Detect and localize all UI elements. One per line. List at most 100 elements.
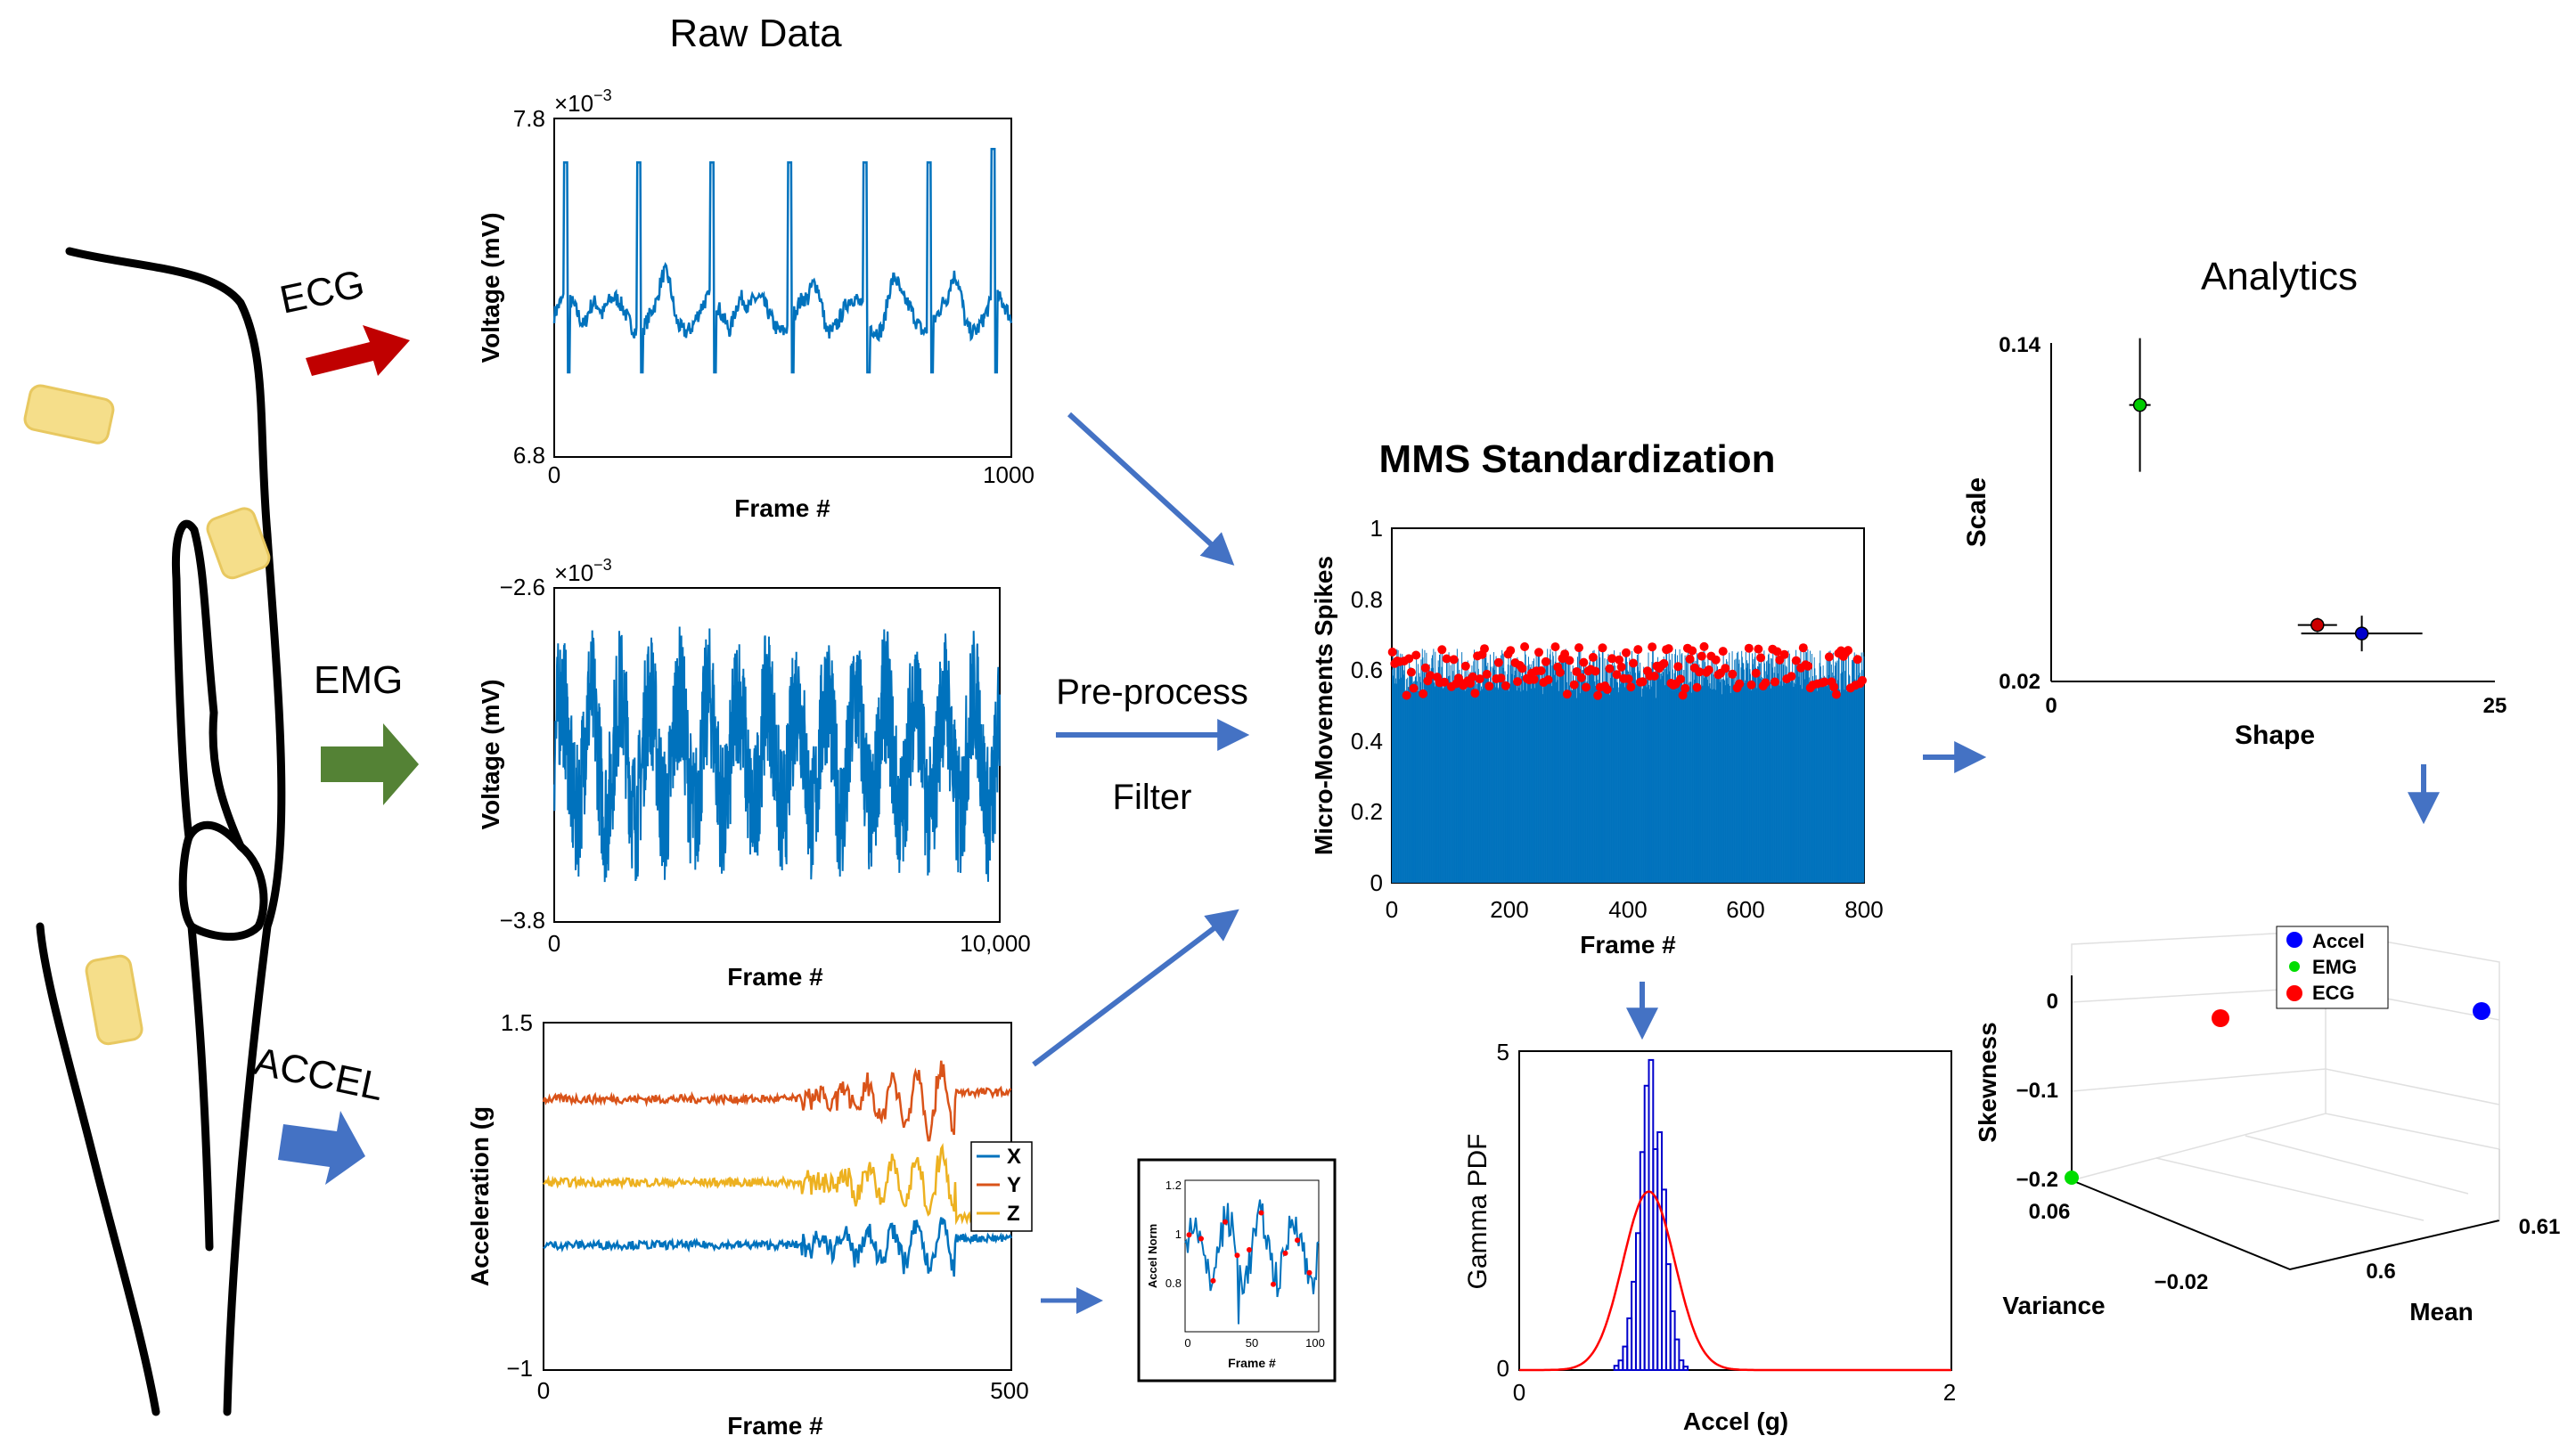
mms-bar	[1534, 678, 1536, 883]
mms-bar	[1808, 668, 1810, 883]
mms-bar	[1485, 653, 1487, 883]
mms-bar	[1832, 672, 1834, 883]
mms-bar	[1408, 687, 1410, 883]
accel-norm-plot: 1.2 1 0.8 0 50 100 Frame # Accel Norm	[1137, 1158, 1337, 1383]
mms-spike-dot	[1493, 657, 1503, 667]
mms-spike-dot	[1858, 675, 1867, 685]
mms-spike-dot	[1721, 664, 1730, 673]
mms-bar	[1605, 688, 1607, 883]
mms-bar	[1623, 681, 1625, 883]
mms-bar	[1733, 686, 1735, 883]
mms-bar	[1416, 681, 1418, 883]
mms-bar	[1441, 666, 1443, 883]
mms-bar	[1841, 653, 1843, 883]
mms-bar	[1645, 669, 1647, 883]
mms-bar	[1715, 689, 1717, 883]
mms-bar	[1746, 660, 1748, 883]
mms-bar	[1612, 661, 1614, 883]
mms-bar	[1692, 653, 1694, 883]
mms-bar	[1514, 670, 1516, 883]
mms-bar	[1862, 652, 1864, 883]
mms-bar	[1447, 676, 1449, 883]
mms-bar	[1638, 652, 1640, 883]
mms-bar	[1450, 665, 1452, 883]
mms-bar	[1396, 649, 1398, 883]
mms-bar	[1491, 689, 1492, 883]
mms-bar	[1691, 656, 1693, 883]
mms-bar	[1683, 670, 1685, 883]
mms-bar	[1456, 686, 1458, 883]
mms-spike-dot	[1756, 653, 1766, 663]
mms-bar	[1463, 689, 1465, 883]
mms-bar	[1809, 686, 1811, 883]
mms-bar	[1479, 682, 1481, 883]
mms-bar	[1556, 664, 1558, 883]
mms-bar	[1543, 685, 1545, 883]
mms-bar	[1817, 690, 1818, 883]
mms-bar	[1844, 654, 1846, 883]
mms-bar	[1665, 653, 1667, 883]
mms-bar	[1579, 693, 1581, 883]
mms-bar	[1717, 666, 1718, 883]
mms-bar	[1490, 666, 1492, 883]
mms-bar	[1842, 649, 1844, 883]
mms-bar	[1660, 679, 1662, 883]
mms-bar	[1505, 688, 1507, 883]
mms-spike-dot	[1659, 658, 1669, 668]
mms-bar	[1619, 652, 1621, 883]
mms-bar	[1723, 679, 1725, 883]
mms-bar	[1815, 675, 1817, 883]
mms-spike-dot	[1513, 677, 1523, 687]
mms-bar	[1484, 657, 1486, 883]
mms-bar	[1804, 679, 1806, 883]
mms-bar	[1770, 688, 1772, 883]
mms-bar	[1726, 678, 1728, 883]
mms-bar	[1397, 650, 1399, 883]
mms-bar	[1723, 680, 1725, 883]
mms-bar	[1727, 683, 1729, 883]
mms-bar	[1632, 665, 1634, 883]
mms-bar	[1825, 681, 1827, 883]
mms-bar	[1821, 686, 1823, 883]
mms-spike-dot	[1744, 643, 1754, 653]
mms-bar	[1445, 662, 1447, 883]
ecg-ytick-bottom: 6.8	[513, 442, 545, 469]
mms-bar	[1650, 677, 1652, 883]
norm-xtick-2: 50	[1246, 1336, 1258, 1350]
mms-bar	[1846, 690, 1848, 883]
mms-bar	[1850, 688, 1852, 883]
mms-bar	[1625, 650, 1627, 883]
ecg-ylabel: Voltage (mV)	[477, 212, 504, 363]
mms-bar	[1454, 680, 1456, 883]
mms-bar	[1792, 680, 1794, 883]
mms-bar	[1443, 687, 1444, 883]
mms-bar	[1515, 665, 1517, 883]
mms-bar	[1674, 654, 1676, 883]
mms-spike-dot	[1482, 669, 1492, 679]
mms-bar	[1524, 676, 1525, 883]
mms-bar	[1545, 664, 1547, 883]
mms-bar	[1538, 656, 1540, 883]
mms-spike-dot	[1852, 655, 1862, 665]
mms-bar	[1421, 696, 1423, 883]
mms-bar	[1474, 649, 1476, 883]
mms-bar	[1520, 691, 1522, 883]
mms-bar	[1452, 663, 1453, 883]
mms-bar	[1629, 671, 1631, 883]
mms-bar	[1769, 663, 1770, 883]
mms-bar	[1594, 685, 1596, 883]
mms-bar	[1550, 649, 1551, 883]
mms-bar	[1624, 687, 1625, 883]
mms-bar	[1753, 658, 1754, 883]
mms-ytick-5: 0.2	[1351, 798, 1383, 825]
mms-bar	[1656, 668, 1658, 883]
mms-bar	[1711, 658, 1713, 883]
mms-bar	[1751, 687, 1753, 883]
legend-emg: EMG	[2312, 956, 2357, 978]
mms-spike-dot	[1536, 666, 1546, 675]
mms-bar	[1823, 675, 1825, 883]
mms-bar	[1565, 657, 1566, 883]
accel-scatter-point	[2354, 626, 2369, 640]
mms-bar	[1475, 696, 1476, 883]
mms-spike-dot	[1475, 674, 1484, 684]
